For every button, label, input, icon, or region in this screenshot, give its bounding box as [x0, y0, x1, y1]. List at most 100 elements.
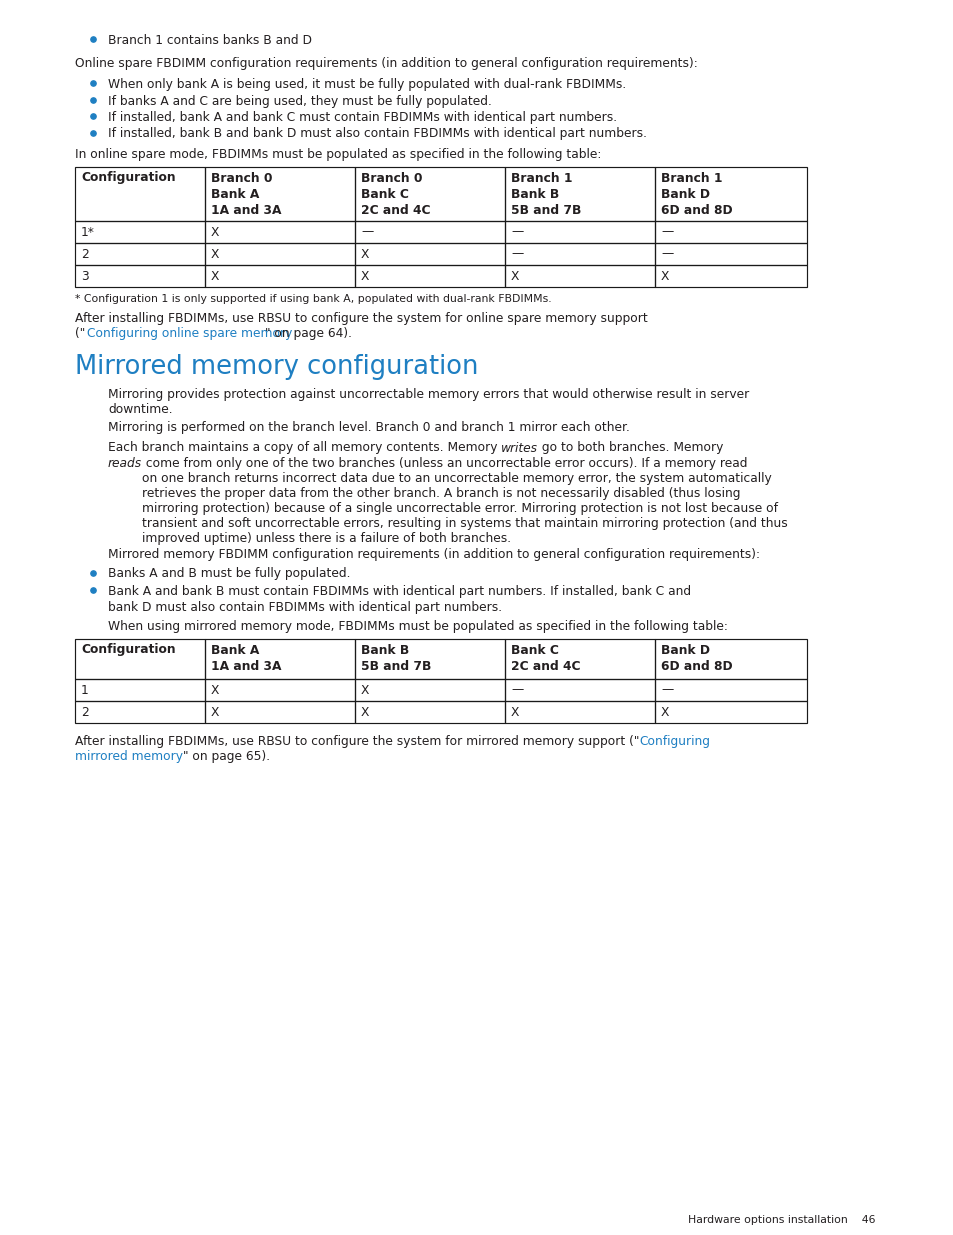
Text: " on page 64).: " on page 64). [265, 327, 352, 341]
Text: Bank A: Bank A [211, 643, 259, 657]
Text: —: — [511, 226, 522, 238]
Bar [355, 700, 504, 722]
Text: Bank C: Bank C [360, 188, 409, 200]
Bar [75, 167, 205, 221]
Text: If installed, bank A and bank C must contain FBDIMMs with identical part numbers: If installed, bank A and bank C must con… [108, 111, 617, 124]
Text: Configuration: Configuration [81, 172, 175, 184]
Text: Banks A and B must be fully populated.: Banks A and B must be fully populated. [108, 568, 350, 580]
Text: When only bank A is being used, it must be fully populated with dual-rank FBDIMM: When only bank A is being used, it must … [108, 78, 625, 91]
Text: —: — [660, 683, 673, 697]
Text: 1A and 3A: 1A and 3A [211, 204, 281, 216]
Bar [205, 638, 355, 678]
Text: " on page 65).: " on page 65). [183, 750, 270, 763]
Bar [655, 221, 806, 242]
Bar [75, 678, 205, 700]
Text: 1A and 3A: 1A and 3A [211, 659, 281, 673]
Text: X: X [511, 269, 518, 283]
Text: In online spare mode, FBDIMMs must be populated as specified in the following ta: In online spare mode, FBDIMMs must be po… [75, 148, 600, 161]
Text: * Configuration 1 is only supported if using bank A, populated with dual-rank FB: * Configuration 1 is only supported if u… [75, 294, 551, 305]
Text: reads: reads [108, 457, 142, 471]
Text: Mirrored memory configuration: Mirrored memory configuration [75, 354, 478, 380]
Text: Bank B: Bank B [360, 643, 409, 657]
Text: X: X [360, 269, 369, 283]
Text: Hardware options installation    46: Hardware options installation 46 [688, 1215, 875, 1225]
Bar [504, 242, 655, 264]
Text: Mirroring is performed on the branch level. Branch 0 and branch 1 mirror each ot: Mirroring is performed on the branch lev… [108, 421, 629, 433]
Text: Mirrored memory FBDIMM configuration requirements (in addition to general config: Mirrored memory FBDIMM configuration req… [108, 548, 760, 561]
Text: —: — [511, 247, 522, 261]
Text: X: X [211, 226, 219, 238]
Bar [205, 242, 355, 264]
Text: Bank B: Bank B [511, 188, 558, 200]
Text: (": (" [75, 327, 85, 341]
Text: Mirroring provides protection against uncorrectable memory errors that would oth: Mirroring provides protection against un… [108, 388, 748, 416]
Text: After installing FBDIMMs, use RBSU to configure the system for online spare memo: After installing FBDIMMs, use RBSU to co… [75, 312, 647, 325]
Text: 1: 1 [81, 683, 89, 697]
Text: 5B and 7B: 5B and 7B [360, 659, 431, 673]
Bar [205, 700, 355, 722]
Bar [355, 264, 504, 287]
Bar [655, 638, 806, 678]
Text: go to both branches. Memory: go to both branches. Memory [537, 441, 723, 454]
Bar [504, 221, 655, 242]
Text: —: — [360, 226, 373, 238]
Text: If banks A and C are being used, they must be fully populated.: If banks A and C are being used, they mu… [108, 95, 492, 107]
Text: Branch 1 contains banks B and D: Branch 1 contains banks B and D [108, 35, 312, 47]
Bar [655, 700, 806, 722]
Text: bank D must also contain FBDIMMs with identical part numbers.: bank D must also contain FBDIMMs with id… [108, 600, 501, 614]
Bar [205, 264, 355, 287]
Text: X: X [211, 247, 219, 261]
Bar [355, 221, 504, 242]
Bar [655, 264, 806, 287]
Text: 5B and 7B: 5B and 7B [511, 204, 580, 216]
Text: Branch 0: Branch 0 [360, 172, 422, 184]
Bar [504, 167, 655, 221]
Text: 2: 2 [81, 247, 89, 261]
Bar [75, 242, 205, 264]
Text: X: X [660, 705, 669, 719]
Bar [355, 678, 504, 700]
Bar [75, 264, 205, 287]
Text: If installed, bank B and bank D must also contain FBDIMMs with identical part nu: If installed, bank B and bank D must als… [108, 127, 646, 141]
Text: 2: 2 [81, 705, 89, 719]
Text: 1*: 1* [81, 226, 94, 238]
Text: Bank A: Bank A [211, 188, 259, 200]
Text: Branch 0: Branch 0 [211, 172, 273, 184]
Text: X: X [360, 247, 369, 261]
Text: come from only one of the two branches (unless an uncorrectable error occurs). I: come from only one of the two branches (… [142, 457, 787, 545]
Bar [355, 242, 504, 264]
Text: Configuration: Configuration [81, 643, 175, 657]
Text: X: X [360, 705, 369, 719]
Text: X: X [360, 683, 369, 697]
Bar [205, 167, 355, 221]
Text: After installing FBDIMMs, use RBSU to configure the system for mirrored memory s: After installing FBDIMMs, use RBSU to co… [75, 735, 639, 747]
Bar [355, 638, 504, 678]
Bar [75, 221, 205, 242]
Bar [655, 242, 806, 264]
Bar [655, 167, 806, 221]
Text: X: X [660, 269, 669, 283]
Text: 3: 3 [81, 269, 89, 283]
Text: —: — [660, 247, 673, 261]
Bar [504, 638, 655, 678]
Text: Configuring: Configuring [639, 735, 710, 747]
Text: 6D and 8D: 6D and 8D [660, 204, 732, 216]
Text: mirrored memory: mirrored memory [75, 750, 183, 763]
Text: Configuring online spare memory: Configuring online spare memory [87, 327, 292, 341]
Text: 6D and 8D: 6D and 8D [660, 659, 732, 673]
Bar [75, 700, 205, 722]
Text: 2C and 4C: 2C and 4C [511, 659, 579, 673]
Bar [75, 638, 205, 678]
Text: Bank D: Bank D [660, 188, 709, 200]
Text: Each branch maintains a copy of all memory contents. Memory: Each branch maintains a copy of all memo… [108, 441, 501, 454]
Text: Online spare FBDIMM configuration requirements (in addition to general configura: Online spare FBDIMM configuration requir… [75, 58, 697, 70]
Text: Branch 1: Branch 1 [660, 172, 721, 184]
Bar [205, 221, 355, 242]
Text: Bank A and bank B must contain FBDIMMs with identical part numbers. If installed: Bank A and bank B must contain FBDIMMs w… [108, 585, 690, 598]
Bar [504, 700, 655, 722]
Text: X: X [211, 705, 219, 719]
Text: X: X [211, 683, 219, 697]
Text: X: X [511, 705, 518, 719]
Text: —: — [660, 226, 673, 238]
Text: When using mirrored memory mode, FBDIMMs must be populated as specified in the f: When using mirrored memory mode, FBDIMMs… [108, 620, 727, 634]
